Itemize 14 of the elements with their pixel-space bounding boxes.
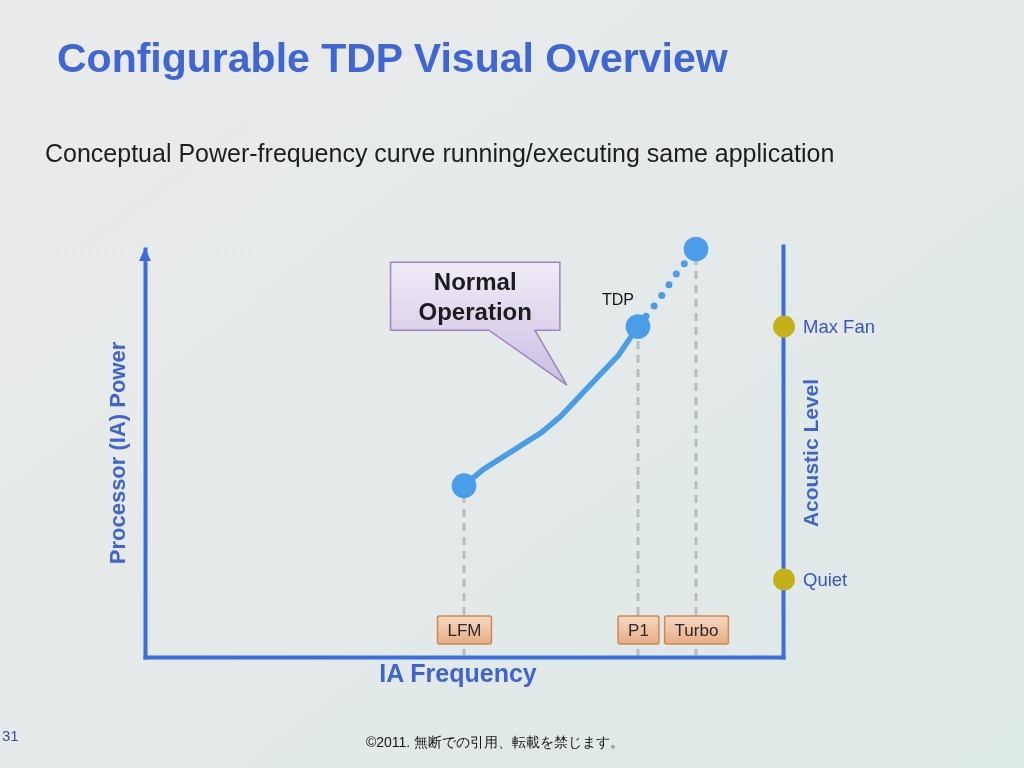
x-tick-label: LFM <box>447 621 482 640</box>
text: ©2011. 無断での引用、転載を禁じます。 <box>365 734 625 750</box>
x-axis-title: IA Frequency <box>379 659 537 687</box>
chart-subtitle: Conceptual Power-frequency curve running/executing same application <box>45 139 835 167</box>
text: Max Fan <box>803 316 875 338</box>
x-tick-label: P1 <box>628 621 649 640</box>
y-axis-title: Processor (IA) Power <box>105 341 130 565</box>
text: Quiet <box>803 568 848 590</box>
annotation: TDP <box>602 290 634 308</box>
annotation: Normal Operation <box>418 268 532 326</box>
text: 31 <box>2 727 19 744</box>
x-tick-label: Turbo <box>674 621 719 640</box>
chart-title: Configurable TDP Visual Overview <box>57 35 728 81</box>
y2-axis-title: Acoustic Level <box>799 378 822 528</box>
